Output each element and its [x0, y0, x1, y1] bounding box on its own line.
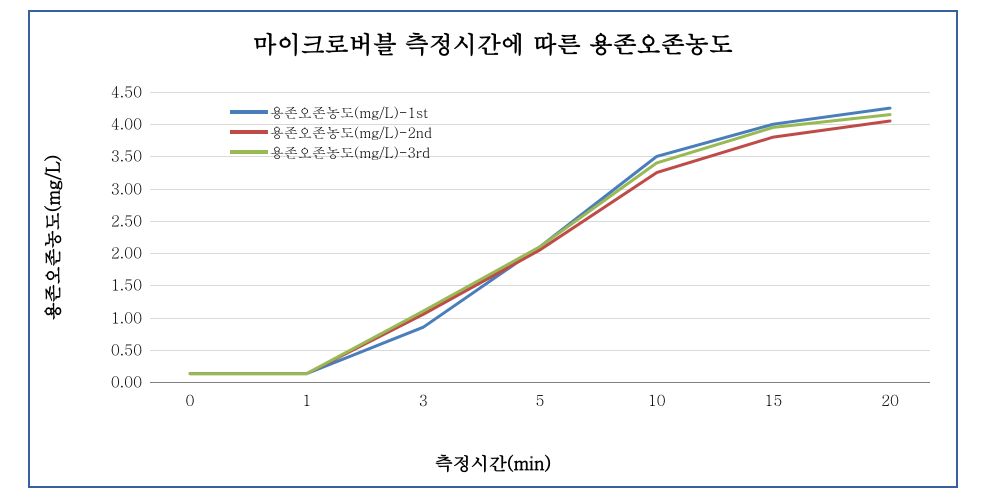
y-tick-label: 2.50	[111, 210, 150, 231]
y-tick-label: 1.50	[111, 275, 150, 296]
y-tick-label: 0.50	[111, 339, 150, 360]
y-tick-label: 4.50	[111, 82, 150, 103]
legend-swatch	[230, 110, 268, 114]
y-tick-label: 4.00	[111, 114, 150, 135]
x-tick-label: 20	[881, 382, 899, 411]
chart-card: 마이크로버블 측정시간에 따른 용존오존농도 용존오존농도(mg/L) 0.00…	[28, 10, 958, 488]
y-axis-label: 용존오존농도(mg/L)	[41, 154, 66, 320]
x-tick-label: 10	[648, 382, 666, 411]
x-tick-label: 1	[302, 382, 311, 411]
chart-title: 마이크로버블 측정시간에 따른 용존오존농도	[30, 26, 956, 60]
legend-label: 용존오존농도(mg/L)-2nd	[270, 123, 432, 141]
legend-label: 용존오존농도(mg/L)-1st	[270, 103, 428, 121]
x-tick-label: 0	[186, 382, 195, 411]
x-tick-label: 5	[536, 382, 545, 411]
legend-item: 용존오존농도(mg/L)-1st	[230, 102, 432, 122]
legend: 용존오존농도(mg/L)-1st 용존오존농도(mg/L)-2nd 용존오존농도…	[230, 102, 432, 162]
legend-label: 용존오존농도(mg/L)-3rd	[270, 143, 430, 161]
y-tick-label: 3.50	[111, 146, 150, 167]
y-tick-label: 2.00	[111, 243, 150, 264]
legend-swatch	[230, 150, 268, 154]
legend-swatch	[230, 130, 268, 134]
y-tick-label: 1.00	[111, 307, 150, 328]
y-axis-label-wrap: 용존오존농도(mg/L)	[38, 92, 68, 382]
x-tick-label: 3	[419, 382, 428, 411]
x-axis-label: 측정시간(min)	[30, 451, 956, 476]
y-tick-label: 3.00	[111, 178, 150, 199]
legend-item: 용존오존농도(mg/L)-2nd	[230, 122, 432, 142]
y-tick-label: 0.00	[111, 372, 150, 393]
x-tick-label: 15	[764, 382, 782, 411]
legend-item: 용존오존농도(mg/L)-3rd	[230, 142, 432, 162]
